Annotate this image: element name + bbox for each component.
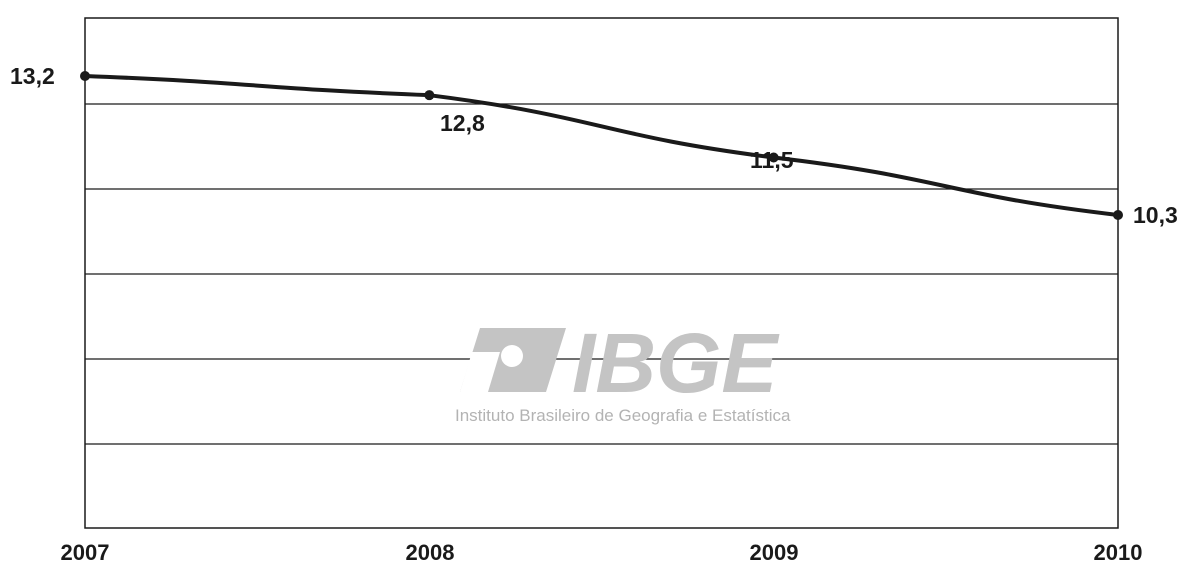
gridlines	[85, 103, 1118, 445]
data-points	[80, 71, 1123, 220]
data-point	[1113, 210, 1123, 220]
watermark-subtitle: Instituto Brasileiro de Geografia e Esta…	[455, 406, 791, 425]
series-line	[84, 74, 1119, 217]
x-tick-label: 2007	[61, 540, 110, 565]
data-point	[80, 71, 90, 81]
data-label: 13,2	[10, 63, 55, 89]
ibge-logo-icon	[460, 328, 566, 392]
data-label: 11,5	[750, 147, 794, 173]
ibge-watermark: IBGE Instituto Brasileiro de Geografia e…	[455, 316, 791, 425]
data-labels: 13,2 12,8 11,5 10,3	[10, 63, 1178, 228]
watermark-logo-text: IBGE	[572, 316, 780, 410]
data-point	[424, 90, 435, 101]
x-tick-label: 2009	[750, 540, 799, 565]
plot-area	[84, 17, 1119, 529]
x-axis: 2007 2008 2009 2010	[61, 540, 1143, 565]
x-tick-label: 2010	[1094, 540, 1143, 565]
data-label: 12,8	[440, 110, 485, 136]
data-label: 10,3	[1133, 202, 1178, 228]
data-point	[768, 152, 779, 163]
x-tick-label: 2008	[406, 540, 455, 565]
